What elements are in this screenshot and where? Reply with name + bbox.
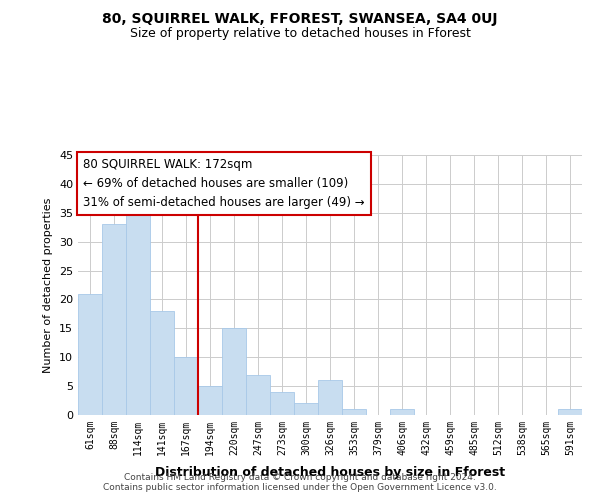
Bar bbox=[318, 380, 342, 415]
Text: Contains HM Land Registry data © Crown copyright and database right 2024.: Contains HM Land Registry data © Crown c… bbox=[124, 472, 476, 482]
Bar bbox=[222, 328, 246, 415]
Text: Size of property relative to detached houses in Fforest: Size of property relative to detached ho… bbox=[130, 28, 470, 40]
Bar bbox=[246, 374, 270, 415]
Bar bbox=[198, 386, 222, 415]
Bar bbox=[102, 224, 126, 415]
Bar bbox=[558, 409, 582, 415]
Bar bbox=[294, 404, 318, 415]
Y-axis label: Number of detached properties: Number of detached properties bbox=[43, 198, 53, 372]
Text: 80, SQUIRREL WALK, FFOREST, SWANSEA, SA4 0UJ: 80, SQUIRREL WALK, FFOREST, SWANSEA, SA4… bbox=[102, 12, 498, 26]
Bar bbox=[78, 294, 102, 415]
Bar bbox=[390, 409, 414, 415]
Bar bbox=[342, 409, 366, 415]
Bar bbox=[126, 213, 150, 415]
Bar bbox=[270, 392, 294, 415]
Bar bbox=[174, 357, 198, 415]
Text: 80 SQUIRREL WALK: 172sqm
← 69% of detached houses are smaller (109)
31% of semi-: 80 SQUIRREL WALK: 172sqm ← 69% of detach… bbox=[83, 158, 365, 208]
Text: Contains public sector information licensed under the Open Government Licence v3: Contains public sector information licen… bbox=[103, 484, 497, 492]
X-axis label: Distribution of detached houses by size in Fforest: Distribution of detached houses by size … bbox=[155, 466, 505, 479]
Bar bbox=[150, 311, 174, 415]
